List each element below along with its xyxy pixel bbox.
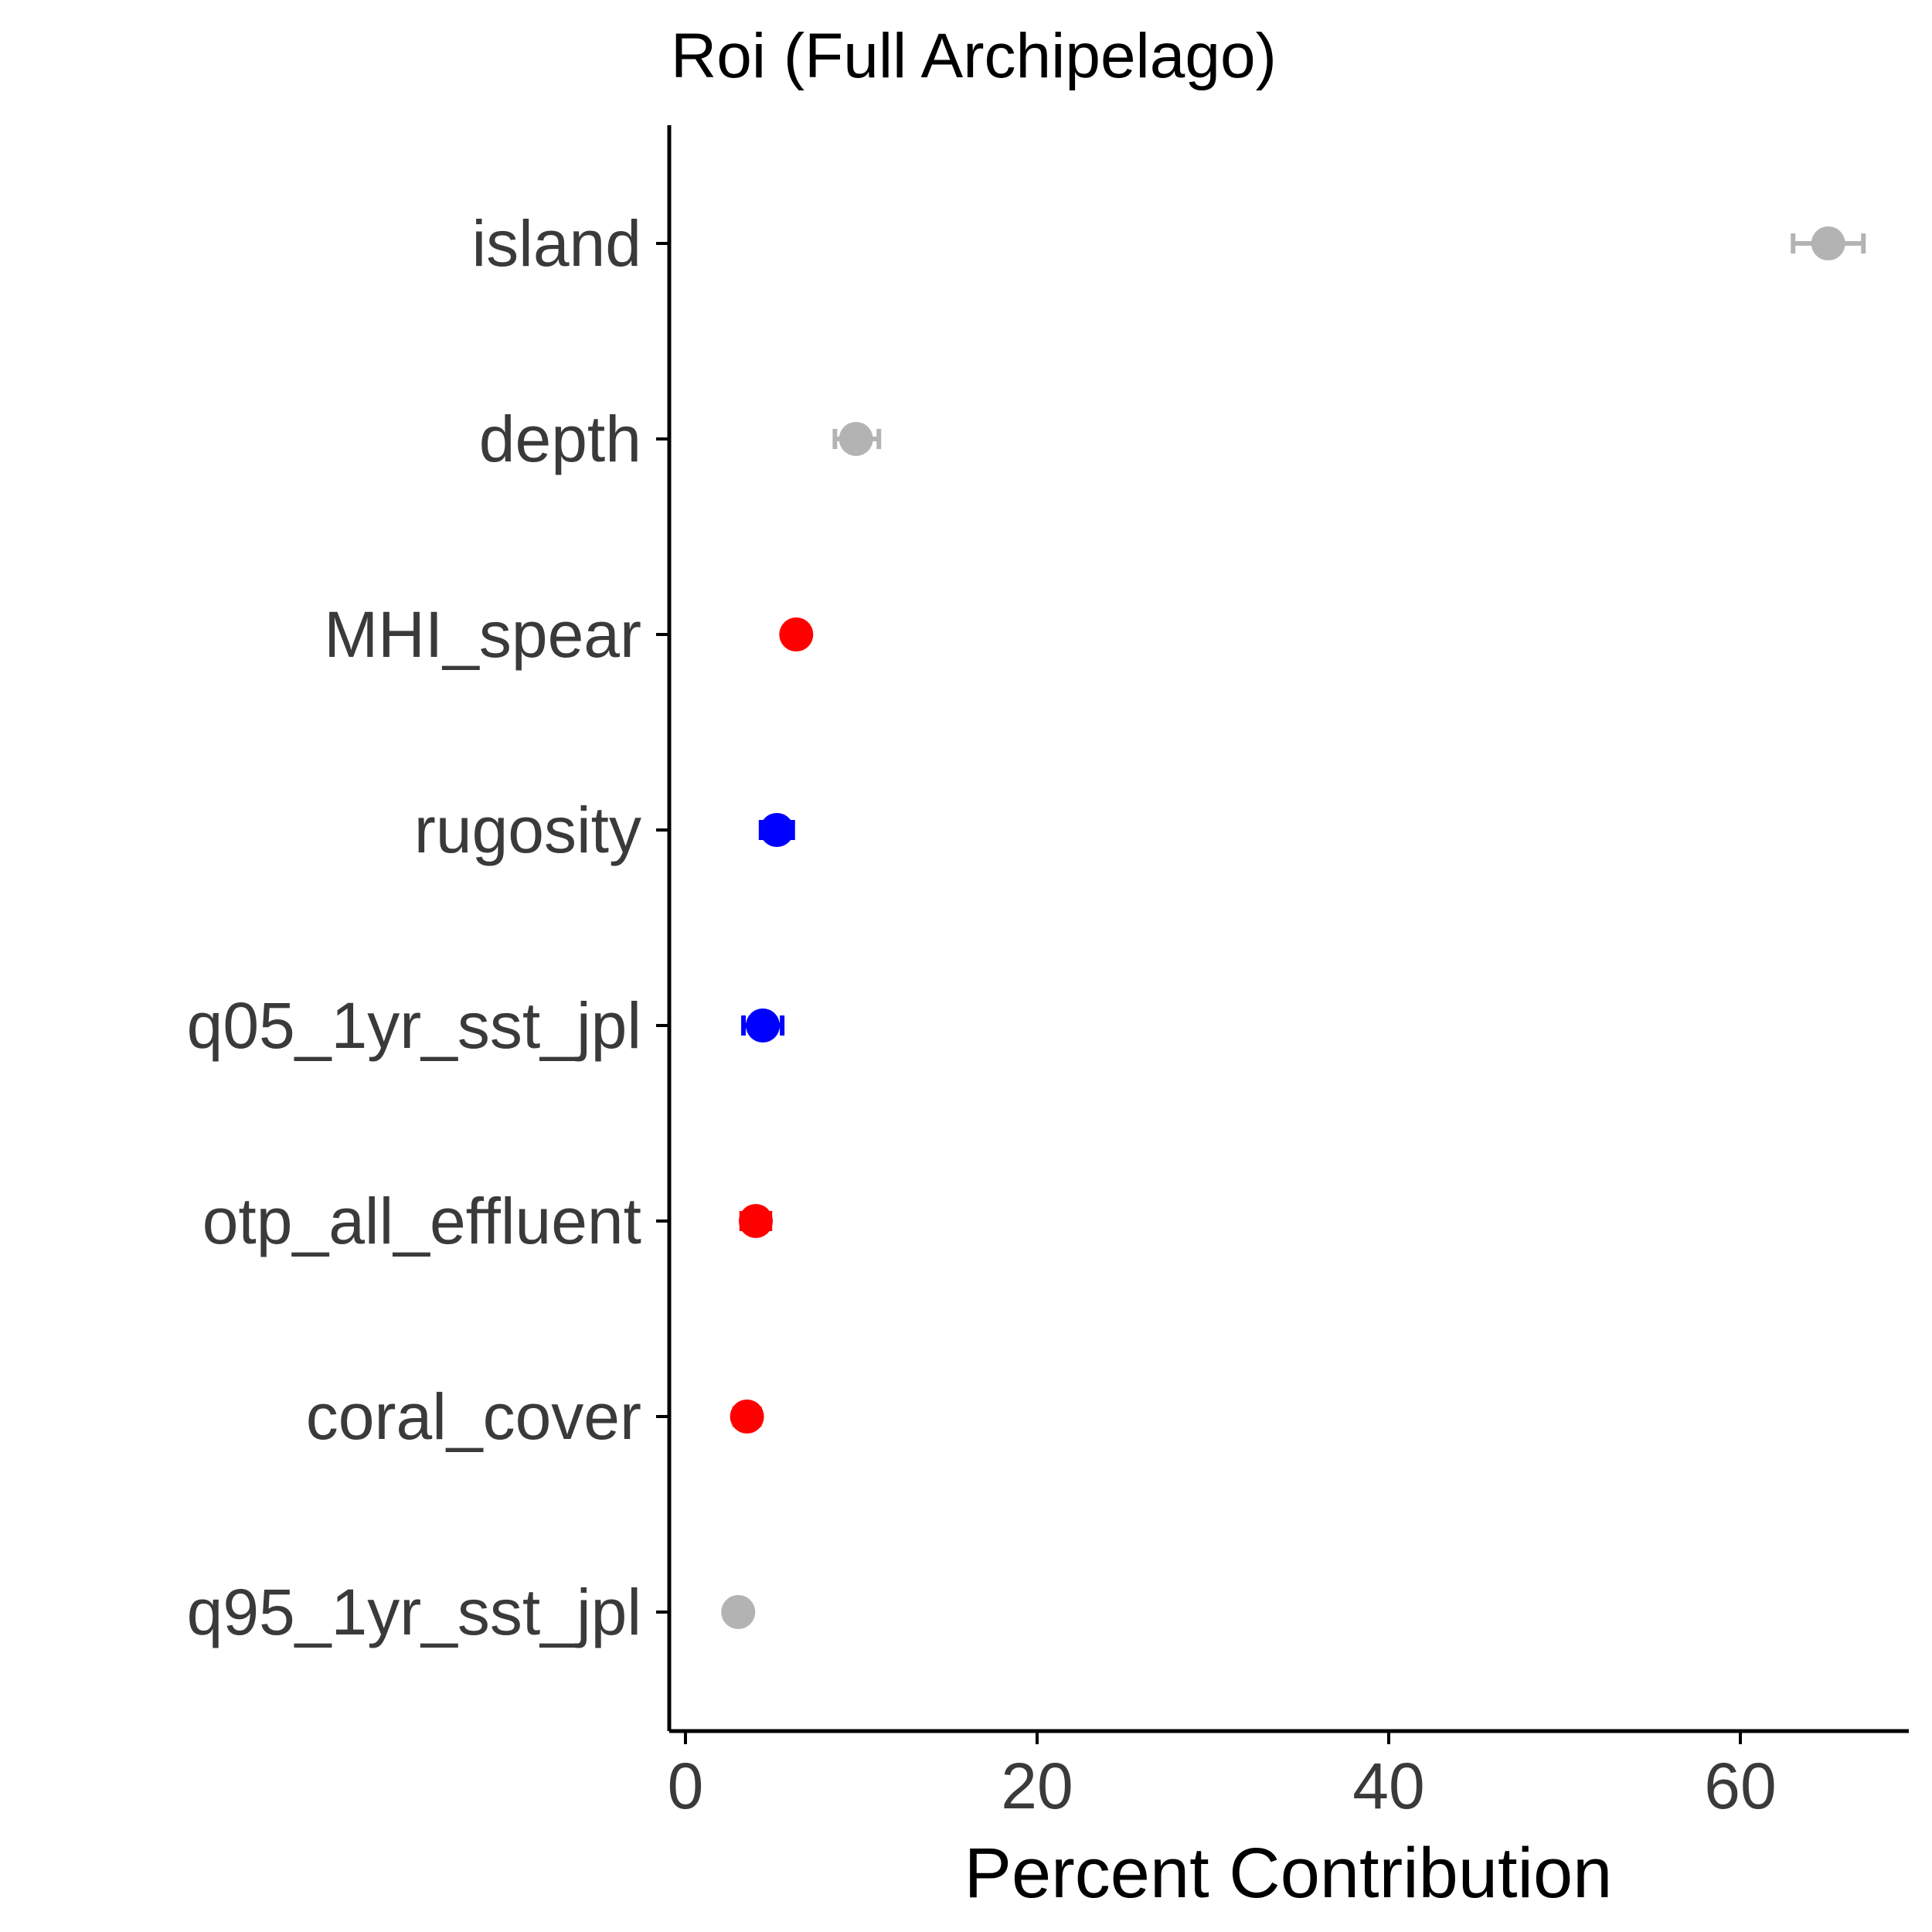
x-axis-title: Percent Contribution [964, 1834, 1613, 1913]
data-point-group [739, 1204, 773, 1238]
data-point [730, 1400, 764, 1434]
y-tick-label: MHI_spear [324, 598, 641, 671]
y-tick-label: q95_1yr_sst_jpl [187, 1576, 641, 1648]
data-point-group [779, 617, 814, 651]
x-tick-label: 40 [1352, 1750, 1424, 1822]
x-tick-label: 60 [1704, 1750, 1776, 1822]
data-point-group [721, 1595, 756, 1629]
plot-marks [721, 226, 1866, 1629]
y-tick-label: depth [479, 403, 641, 475]
x-tick-label: 20 [1001, 1750, 1073, 1822]
y-tick-labels: island depth MHI_spear rugosity q05_1yr_sst_… [187, 207, 641, 1648]
data-point-group [730, 1400, 764, 1434]
y-tick-label: rugosity [414, 794, 641, 866]
x-tick-labels: 0 20 40 60 [668, 1750, 1777, 1822]
y-tick-label: q05_1yr_sst_jpl [187, 989, 641, 1062]
x-tick-label: 0 [668, 1750, 704, 1822]
y-tick-label: island [472, 207, 641, 280]
data-point [739, 1204, 773, 1238]
data-point-group [1791, 226, 1866, 260]
data-point-group [832, 422, 882, 456]
data-point [721, 1595, 756, 1629]
chart-title: Roi (Full Archipelago) [671, 21, 1277, 91]
y-tick-label: otp_all_effluent [202, 1185, 641, 1257]
data-point-group [758, 813, 795, 847]
axis-ticks [656, 242, 1742, 1744]
data-point [760, 813, 794, 847]
data-point [746, 1009, 781, 1043]
data-point [779, 617, 814, 651]
data-point [1811, 226, 1845, 260]
data-point [838, 422, 873, 456]
data-point-group [741, 1009, 785, 1043]
y-tick-label: coral_cover [306, 1380, 641, 1453]
